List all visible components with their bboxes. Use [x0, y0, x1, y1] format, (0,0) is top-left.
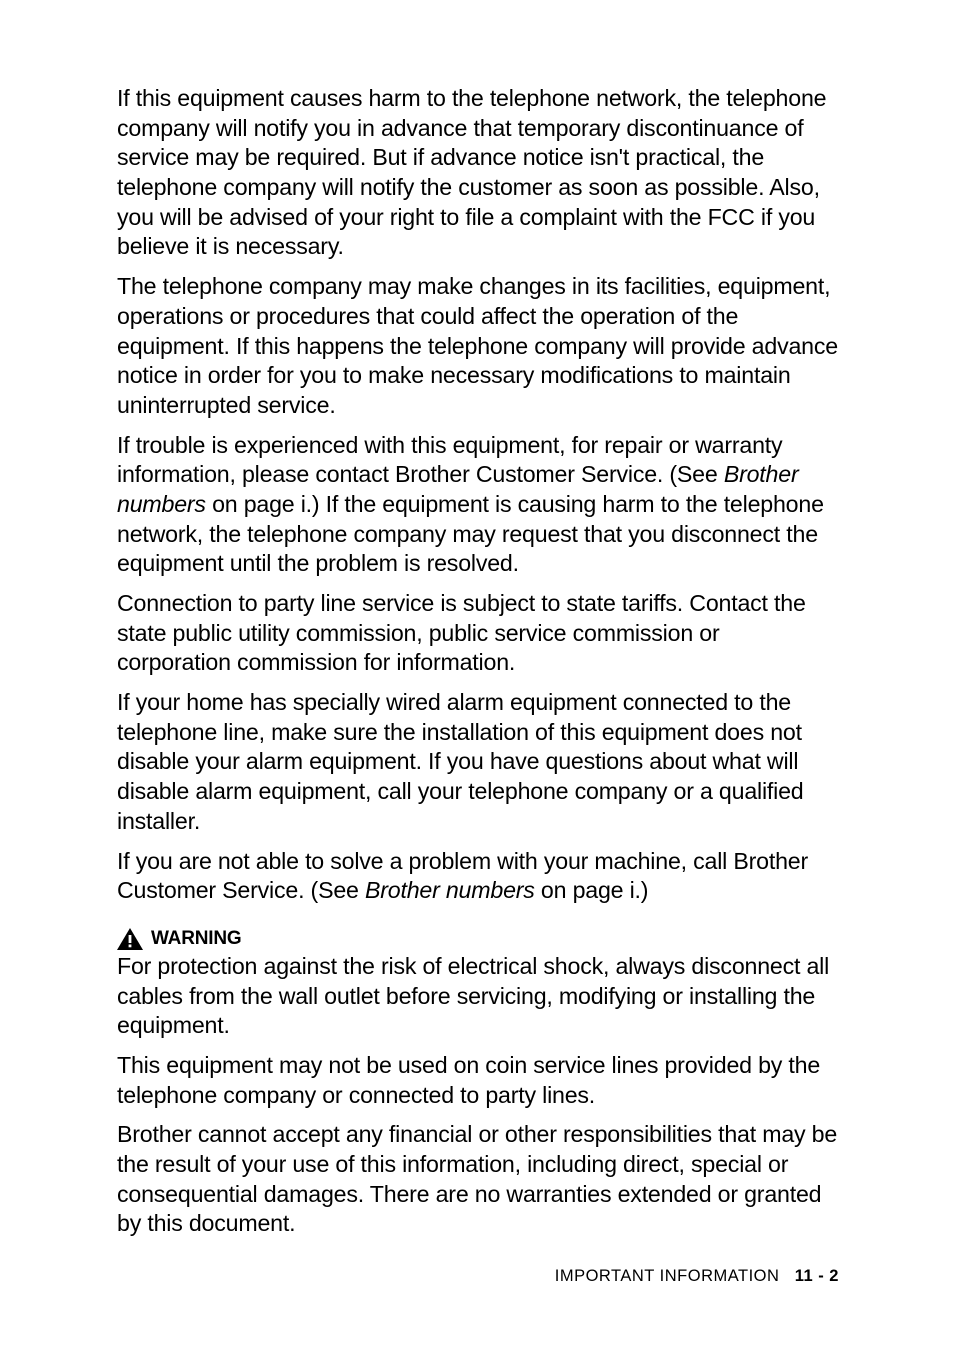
italic-text: Brother numbers — [365, 877, 535, 903]
text-run: on page i.) If the equipment is causing … — [117, 491, 824, 576]
body-paragraph: If this equipment causes harm to the tel… — [117, 84, 839, 262]
body-paragraph: If trouble is experienced with this equi… — [117, 431, 839, 579]
text-run: If trouble is experienced with this equi… — [117, 432, 782, 488]
body-paragraph: This equipment may not be used on coin s… — [117, 1051, 839, 1110]
body-paragraph: For protection against the risk of elect… — [117, 952, 839, 1041]
warning-label: WARNING — [151, 928, 241, 950]
footer-section: IMPORTANT INFORMATION — [555, 1267, 780, 1285]
page-footer: IMPORTANT INFORMATION 11 - 2 — [555, 1267, 839, 1286]
body-paragraph: Connection to party line service is subj… — [117, 589, 839, 678]
document-page: If this equipment causes harm to the tel… — [0, 0, 954, 1352]
body-paragraph: Brother cannot accept any financial or o… — [117, 1120, 839, 1239]
footer-page-number: 11 - 2 — [795, 1267, 839, 1285]
text-run: on page i.) — [535, 877, 649, 903]
warning-heading: WARNING — [117, 928, 839, 950]
warning-triangle-icon — [117, 928, 143, 950]
body-paragraph: If you are not able to solve a problem w… — [117, 847, 839, 906]
body-paragraph: The telephone company may make changes i… — [117, 272, 839, 420]
body-paragraph: If your home has specially wired alarm e… — [117, 688, 839, 836]
